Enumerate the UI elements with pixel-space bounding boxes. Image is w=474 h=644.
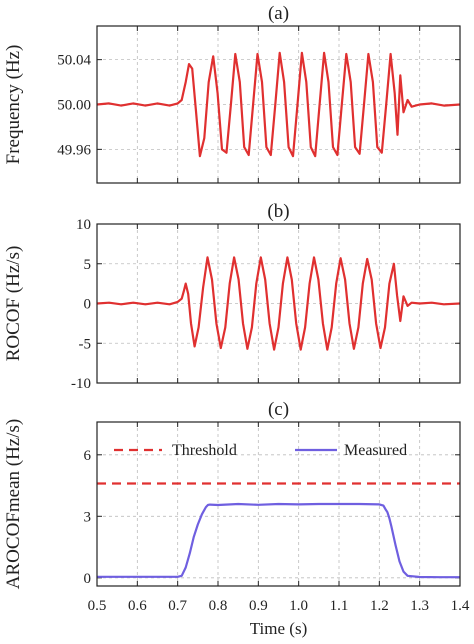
y-axis-label: AROCOFmean (Hz/s)	[3, 419, 24, 589]
y-tick-label: -10	[71, 376, 91, 392]
x-tick-label: 0.7	[168, 598, 187, 614]
y-tick-label: 0	[84, 297, 92, 313]
y-tick-label: 5	[84, 257, 92, 273]
y-tick-label: 49.96	[57, 142, 91, 158]
plot-frame	[96, 223, 461, 384]
y-tick-label: 6	[84, 448, 92, 464]
plot-frame	[96, 25, 461, 184]
series-line-frequency	[97, 51, 460, 158]
x-tick-label: 1.4	[451, 598, 470, 614]
x-tick-label: 0.8	[209, 598, 228, 614]
y-tick-label: 50.04	[57, 53, 91, 69]
legend: Threshold Measured	[114, 442, 407, 459]
plot-frame	[96, 421, 461, 587]
y-axis-label: ROCOF (Hz/s)	[3, 246, 24, 362]
x-tick-label: 0.5	[88, 598, 107, 614]
legend-label-threshold: Threshold	[172, 442, 237, 459]
y-tick-label: 10	[76, 217, 91, 233]
y-tick-label: 50.00	[57, 98, 91, 114]
panel-title: (c)	[268, 399, 289, 420]
panel-1: (a) 49.96 50.00 50.04 Frequency (Hz)	[3, 3, 461, 184]
panel-2: (b) -10 -5 0 5 10 ROCOF (Hz/s)	[3, 201, 461, 392]
series-line-measured	[97, 502, 460, 579]
x-tick-label: 1.3	[410, 598, 429, 614]
x-tick-label: 1.1	[330, 598, 349, 614]
panel-title: (a)	[268, 3, 289, 24]
x-tick-label: 0.9	[249, 598, 268, 614]
x-tick-label: 0.6	[128, 598, 147, 614]
panel-3: (c) 0 3 6 AROCOFmean (Hz/s) Threshold Measured…	[3, 399, 470, 638]
x-tick-label: 1.0	[289, 598, 308, 614]
series-line-rocof	[97, 256, 460, 351]
panel-title: (b)	[267, 201, 289, 222]
y-tick-label: 0	[84, 571, 92, 587]
y-axis-label: Frequency (Hz)	[3, 45, 24, 165]
y-tick-label: -5	[79, 336, 92, 352]
y-tick-label: 3	[84, 509, 92, 525]
legend-label-measured: Measured	[344, 442, 407, 459]
x-axis-label: Time (s)	[250, 619, 307, 638]
x-tick-label: 1.2	[370, 598, 389, 614]
